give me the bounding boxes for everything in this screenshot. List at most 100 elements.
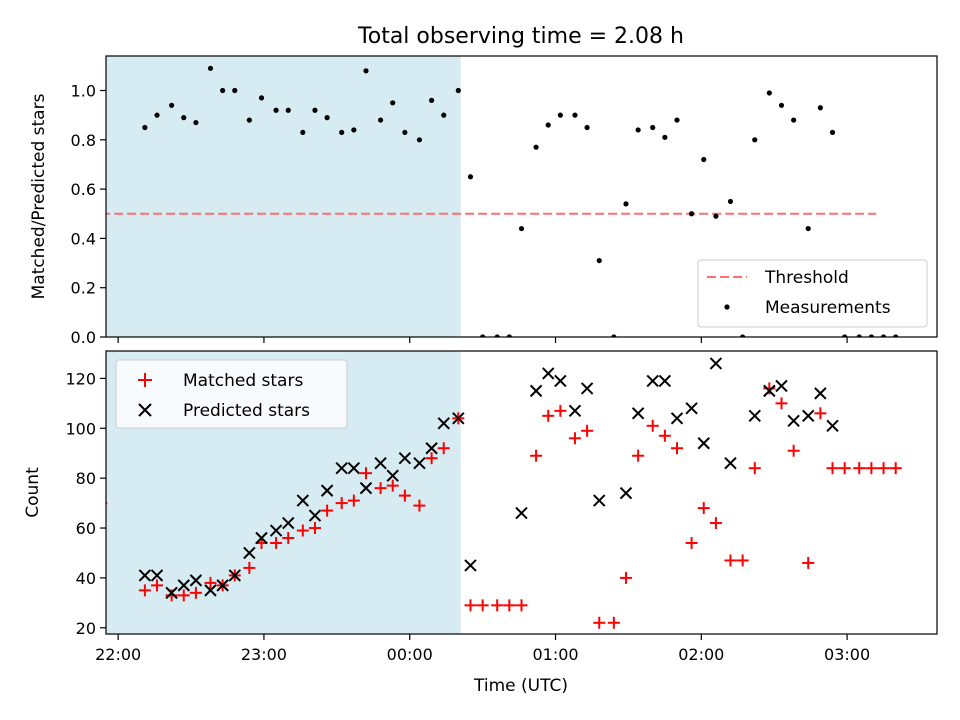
- predicted-point: [437, 417, 450, 430]
- x-tick-label: 02:00: [678, 645, 724, 664]
- data-point: [829, 129, 836, 136]
- data-point: [791, 117, 797, 123]
- bottom-series-matched-stars: [106, 382, 902, 629]
- predicted-point: [425, 442, 438, 455]
- predicted-point: [748, 409, 761, 423]
- data-point: [740, 334, 746, 337]
- matched-point: [189, 586, 202, 599]
- x-tick-label: 01:00: [532, 645, 578, 664]
- matched-point: [646, 419, 659, 432]
- matched-point: [724, 554, 737, 567]
- matched-point: [515, 599, 528, 612]
- y-tick-label: 120: [65, 369, 96, 388]
- predicted-point: [452, 412, 465, 425]
- matched-point: [464, 599, 477, 612]
- predicted-point: [763, 384, 776, 398]
- matched-point: [619, 571, 632, 584]
- matched-point: [243, 561, 256, 574]
- matched-point: [165, 589, 178, 602]
- predicted-point: [255, 531, 268, 545]
- predicted-point: [138, 569, 152, 582]
- top-legend-box: [697, 259, 928, 328]
- matched-point: [593, 616, 606, 629]
- data-point: [893, 334, 899, 337]
- predicted-point: [646, 374, 659, 388]
- predicted-point: [826, 419, 839, 433]
- data-point: [285, 107, 291, 113]
- predicted-point: [347, 461, 361, 475]
- y-tick-label: 60: [76, 519, 96, 538]
- predicted-point: [464, 559, 477, 572]
- matched-point: [335, 497, 348, 510]
- predicted-point: [269, 524, 283, 537]
- matched-point: [568, 432, 581, 445]
- predicted-point: [335, 461, 348, 475]
- matched-point: [763, 382, 776, 395]
- bottom-legend-box: [115, 359, 348, 429]
- data-point: [572, 112, 578, 118]
- data-point: [494, 334, 500, 337]
- data-point: [142, 124, 148, 131]
- matched-point: [503, 599, 516, 612]
- x-tick-label: 22:00: [95, 645, 141, 664]
- data-point: [623, 201, 629, 207]
- bottom-axes-frame: [105, 350, 938, 635]
- predicted-point: [282, 516, 295, 530]
- data-point: [207, 65, 214, 71]
- x-axis-label: Time (UTC): [473, 676, 568, 696]
- predicted-point: [787, 414, 800, 428]
- data-point: [868, 334, 874, 337]
- data-point: [455, 87, 461, 94]
- predicted-point: [165, 586, 178, 600]
- y-tick-label: 0.2: [71, 279, 96, 298]
- matched-point: [151, 579, 164, 592]
- matched-point: [865, 462, 878, 475]
- x-tick-label: 00:00: [387, 645, 433, 664]
- matched-point: [632, 449, 645, 462]
- matched-point: [321, 504, 334, 517]
- matched-point: [204, 576, 217, 589]
- matched-point: [802, 556, 815, 569]
- y-tick-label: 1.0: [71, 82, 96, 101]
- data-point: [713, 213, 719, 219]
- predicted-point: [685, 402, 698, 415]
- data-point: [662, 134, 668, 140]
- predicted-point: [296, 494, 310, 507]
- matched-point: [709, 517, 722, 530]
- data-point: [727, 198, 734, 205]
- data-point: [416, 137, 423, 143]
- predicted-point: [554, 374, 567, 388]
- data-point: [701, 156, 707, 163]
- matched-point: [877, 462, 890, 475]
- predicted-point: [709, 357, 723, 370]
- predicted-point: [204, 584, 217, 597]
- matched-point: [398, 489, 411, 502]
- data-point: [533, 144, 539, 150]
- data-point: [480, 334, 486, 337]
- matched-point: [413, 499, 426, 512]
- data-point: [611, 334, 617, 337]
- matched-point: [491, 599, 504, 612]
- data-point: [650, 124, 656, 131]
- predicted-point: [568, 404, 582, 418]
- data-point: [752, 137, 758, 143]
- predicted-point: [413, 456, 426, 470]
- data-point: [258, 95, 265, 101]
- predicted-point: [775, 379, 788, 393]
- matched-point: [748, 462, 761, 475]
- data-point: [300, 129, 306, 136]
- predicted-point: [697, 437, 710, 450]
- matched-point: [658, 429, 671, 442]
- predicted-point: [802, 409, 815, 423]
- matched-point: [530, 449, 543, 462]
- predicted-point: [542, 367, 555, 380]
- matched-point: [476, 599, 489, 612]
- matched-point: [685, 536, 698, 549]
- data-point: [312, 107, 318, 113]
- data-point: [842, 334, 848, 337]
- bottom-series-predicted-stars: [138, 357, 839, 600]
- matched-point: [282, 532, 295, 545]
- matched-point: [308, 522, 321, 535]
- data-point: [880, 334, 887, 337]
- predicted-point: [580, 382, 594, 395]
